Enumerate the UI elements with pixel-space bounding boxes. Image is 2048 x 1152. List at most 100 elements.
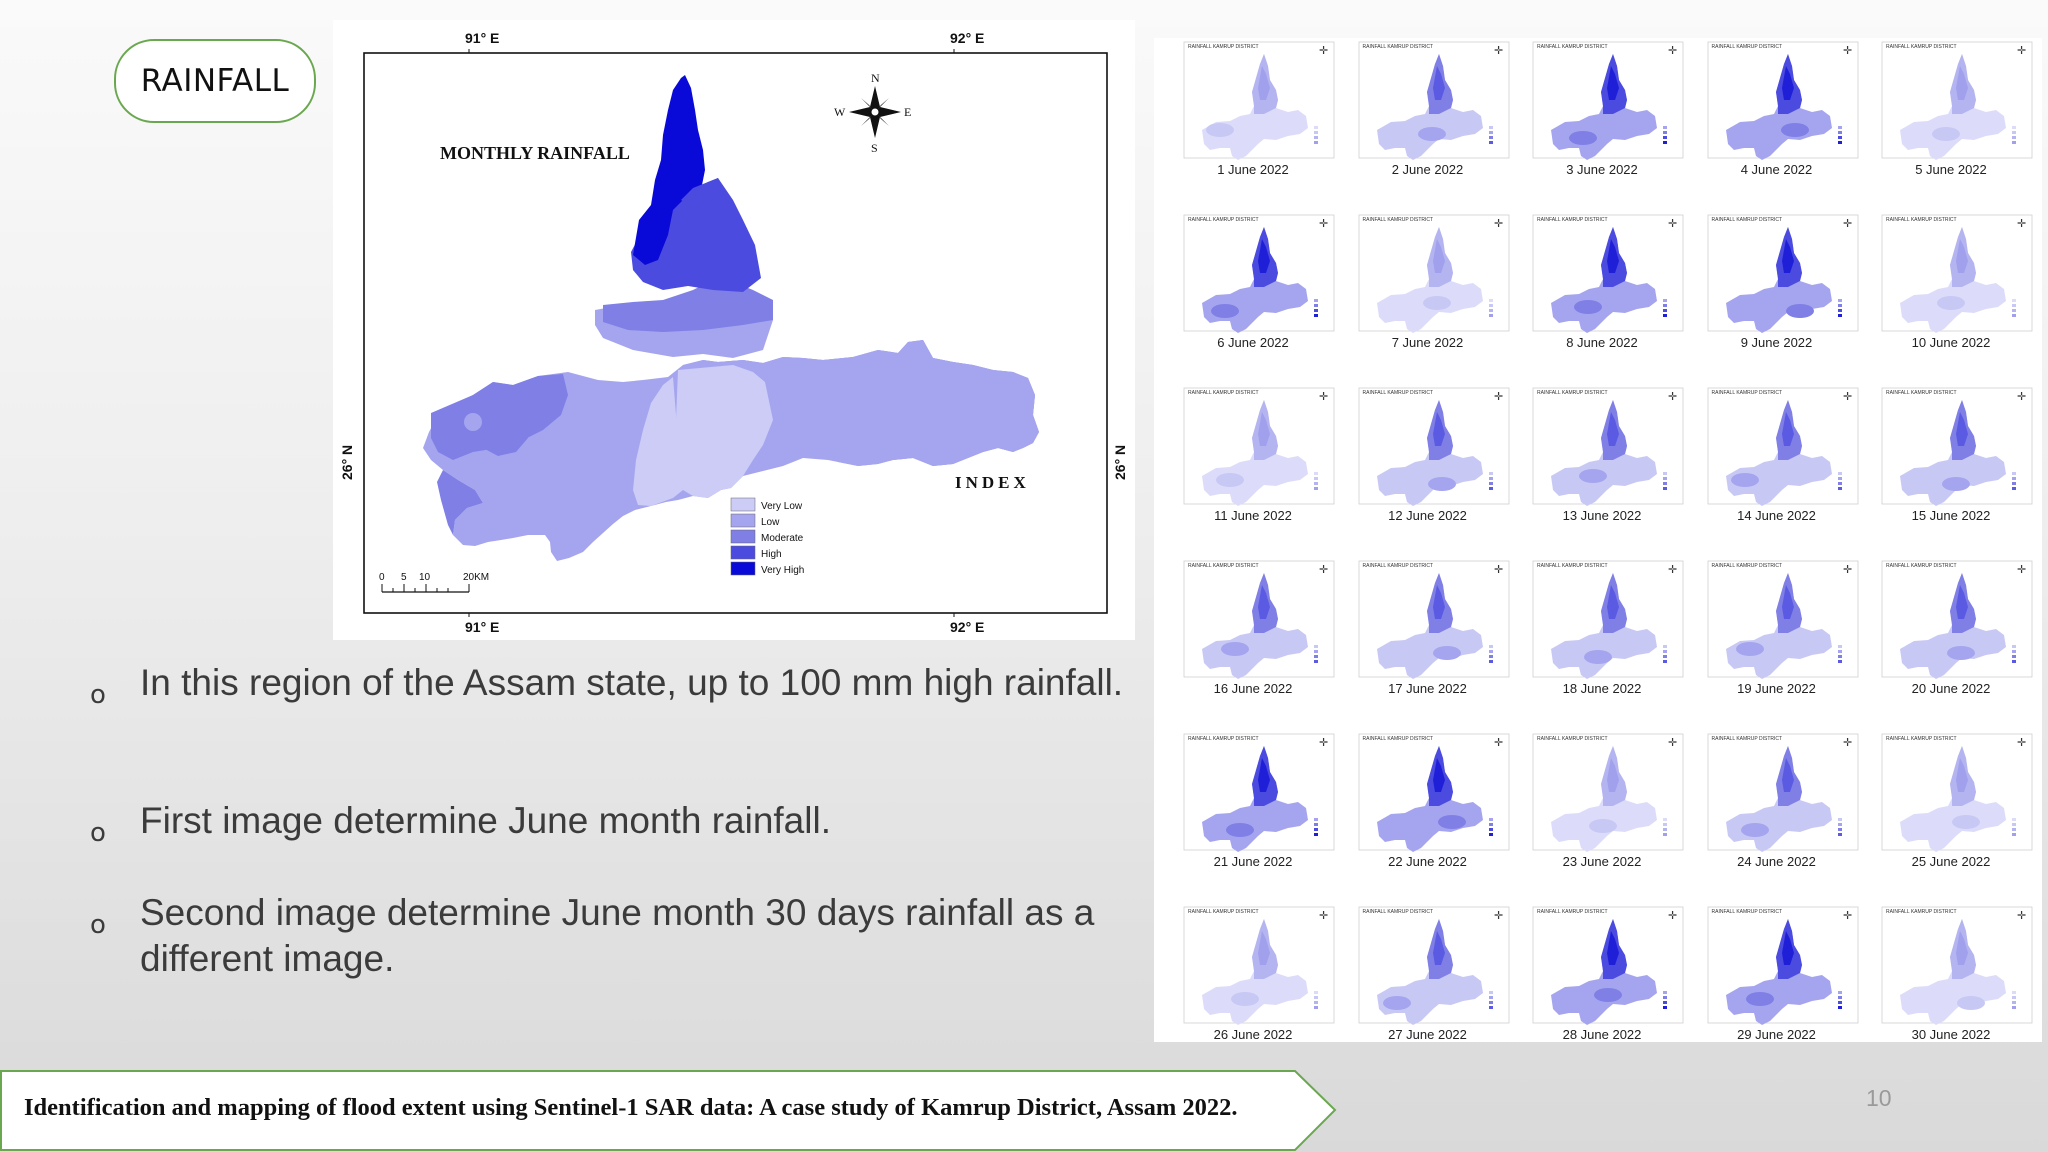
- mini-legend-swatch: [2012, 828, 2016, 831]
- mini-legend-swatch: [2012, 1001, 2016, 1004]
- mini-legend-swatch: [1837, 823, 1842, 826]
- scale-label-20km: 20KM: [463, 572, 489, 583]
- daily-map-header: RAINFALL KAMRUP DISTRICT: [1537, 44, 1608, 50]
- compass-n: N: [871, 71, 880, 85]
- mini-compass-icon: ✛: [1494, 44, 1503, 57]
- daily-map-header: RAINFALL KAMRUP DISTRICT: [1711, 909, 1783, 915]
- footer-banner: Identification and mapping of flood exte…: [0, 1070, 1338, 1151]
- scale-label-10: 10: [419, 572, 431, 583]
- mini-legend-swatch: [1663, 833, 1667, 836]
- daily-map-cell: ✛ RAINFALL KAMRUP DISTRICT 7 June 2022: [1341, 213, 1515, 386]
- daily-map-caption: 3 June 2022: [1566, 162, 1638, 177]
- mini-legend-swatch: [1314, 314, 1318, 317]
- daily-map-cell: ✛ RAINFALL KAMRUP DISTRICT 19 June 2022: [1690, 559, 1864, 732]
- daily-map-caption: 13 June 2022: [1562, 508, 1642, 523]
- daily-map-caption: 14 June 2022: [1737, 508, 1816, 523]
- legend-swatch: [730, 513, 756, 528]
- daily-map-cell: ✛ RAINFALL KAMRUP DISTRICT 12 June 2022: [1341, 386, 1515, 559]
- daily-map-svg: ✛: [1707, 560, 1858, 679]
- mini-legend-swatch: [1663, 655, 1667, 658]
- daily-map-caption: 7 June 2022: [1391, 335, 1464, 350]
- mini-legend-swatch: [1314, 126, 1318, 129]
- daily-map-caption: 5 June 2022: [1915, 162, 1987, 177]
- mini-legend-swatch: [1488, 309, 1493, 312]
- bottom-lon-label-2: 92° E: [950, 619, 984, 635]
- daily-map-svg: ✛: [1707, 733, 1858, 852]
- mini-legend-swatch: [1663, 309, 1667, 312]
- mini-legend-swatch: [1837, 131, 1842, 134]
- bullet-marker: o: [90, 818, 106, 848]
- mini-legend-swatch: [1837, 833, 1842, 836]
- mini-legend-swatch: [2012, 645, 2016, 648]
- daily-map-header: RAINFALL KAMRUP DISTRICT: [1362, 217, 1434, 223]
- mini-legend-swatch: [2012, 299, 2016, 302]
- mini-legend-swatch: [1314, 991, 1318, 994]
- daily-map-caption: 1 June 2022: [1217, 162, 1289, 177]
- mini-legend-swatch: [1488, 660, 1493, 663]
- daily-map-cell: ✛ RAINFALL KAMRUP DISTRICT 13 June 2022: [1515, 386, 1689, 559]
- bullet-marker: o: [90, 680, 106, 710]
- daily-map-svg: ✛: [1358, 387, 1509, 506]
- mini-legend-swatch: [1837, 645, 1842, 648]
- mini-legend-swatch: [1837, 136, 1842, 139]
- daily-map-svg: ✛: [1532, 560, 1684, 679]
- mini-legend-swatch: [1663, 472, 1667, 475]
- monthly-rainfall-map: 91° E 92° E 91° E 92° E 26° N 26° N MONT…: [333, 20, 1135, 640]
- daily-map-svg: ✛: [1358, 41, 1509, 160]
- daily-map-cell: ✛ RAINFALL KAMRUP DISTRICT 21 June 2022: [1166, 732, 1340, 905]
- daily-map-caption: 26 June 2022: [1213, 1027, 1293, 1042]
- daily-rainfall-grid: ✛ RAINFALL KAMRUP DISTRICT 1 June 2022 ✛ RAI…: [1154, 38, 2042, 1042]
- bullet-text: In this region of the Assam state, up to…: [140, 662, 1124, 703]
- daily-map-header: RAINFALL KAMRUP DISTRICT: [1537, 390, 1608, 396]
- daily-map-cell: ✛ RAINFALL KAMRUP DISTRICT 22 June 2022: [1341, 732, 1515, 905]
- mini-legend-swatch: [1314, 650, 1318, 653]
- mini-compass-icon: ✛: [1494, 563, 1503, 576]
- daily-map-header: RAINFALL KAMRUP DISTRICT: [1188, 44, 1259, 50]
- mini-legend-swatch: [1314, 818, 1318, 821]
- daily-map-caption: 16 June 2022: [1213, 681, 1293, 696]
- left-lat-label: 26° N: [339, 445, 355, 480]
- daily-map-svg: ✛: [1532, 733, 1684, 852]
- mini-legend-swatch: [1837, 477, 1842, 480]
- map-title: MONTHLY RAINFALL: [440, 143, 630, 163]
- mini-legend-swatch: [1663, 996, 1667, 999]
- mini-legend-swatch: [1488, 996, 1493, 999]
- daily-map-header: RAINFALL KAMRUP DISTRICT: [1886, 563, 1957, 569]
- mini-legend-swatch: [2012, 1006, 2016, 1009]
- mini-legend-swatch: [2012, 996, 2016, 999]
- mini-legend-swatch: [1663, 482, 1667, 485]
- mini-legend-swatch: [1488, 314, 1493, 317]
- mini-legend-swatch: [1488, 833, 1493, 836]
- mini-legend-swatch: [1488, 645, 1493, 648]
- legend-swatch: [730, 561, 756, 576]
- daily-map-header: RAINFALL KAMRUP DISTRICT: [1362, 563, 1434, 569]
- daily-map-cell: ✛ RAINFALL KAMRUP DISTRICT 8 June 2022: [1515, 213, 1689, 386]
- mini-legend-swatch: [1663, 1006, 1667, 1009]
- mini-legend-swatch: [2012, 472, 2016, 475]
- daily-map-cell: ✛ RAINFALL KAMRUP DISTRICT 18 June 2022: [1515, 559, 1689, 732]
- mini-legend-swatch: [1837, 126, 1842, 129]
- mini-legend-swatch: [1837, 487, 1842, 490]
- mini-compass-icon: ✛: [2017, 44, 2026, 57]
- mini-legend-swatch: [2012, 833, 2016, 836]
- mini-legend-swatch: [1663, 477, 1667, 480]
- mini-compass-icon: ✛: [1843, 736, 1852, 749]
- mini-legend-swatch: [1488, 141, 1493, 144]
- daily-map-svg: ✛: [1707, 387, 1858, 506]
- mini-legend-swatch: [2012, 487, 2016, 490]
- mini-legend-swatch: [1663, 660, 1667, 663]
- daily-map-cell: ✛ RAINFALL KAMRUP DISTRICT 15 June 2022: [1864, 386, 2038, 559]
- mini-compass-icon: ✛: [1668, 217, 1677, 230]
- mini-legend-swatch: [1663, 828, 1667, 831]
- daily-map-header: RAINFALL KAMRUP DISTRICT: [1711, 563, 1783, 569]
- mini-legend-swatch: [1663, 131, 1667, 134]
- daily-map-cell: ✛ RAINFALL KAMRUP DISTRICT 27 June 2022: [1341, 905, 1515, 1078]
- mini-legend-swatch: [2012, 309, 2016, 312]
- mini-legend-swatch: [1314, 487, 1318, 490]
- mini-legend-swatch: [2012, 314, 2016, 317]
- daily-map-caption: 6 June 2022: [1217, 335, 1289, 350]
- daily-map-cell: ✛ RAINFALL KAMRUP DISTRICT 28 June 2022: [1515, 905, 1689, 1078]
- mini-legend-swatch: [1314, 141, 1318, 144]
- mini-legend-swatch: [1837, 991, 1842, 994]
- mini-legend-swatch: [2012, 131, 2016, 134]
